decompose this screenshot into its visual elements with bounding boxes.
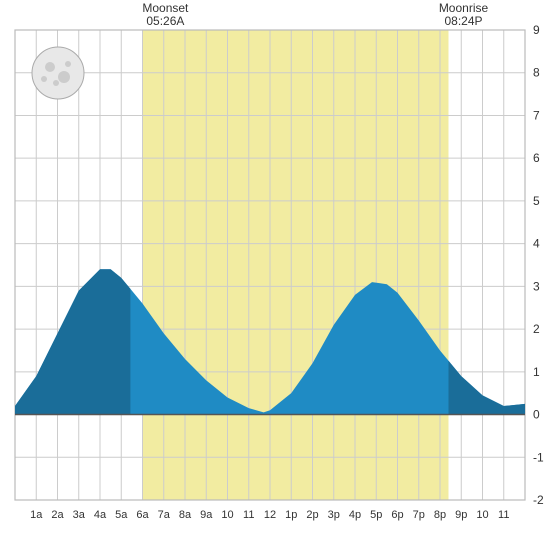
x-tick-label: 5a xyxy=(115,509,128,521)
x-tick-label: 5p xyxy=(370,509,382,521)
y-tick-label: 9 xyxy=(533,23,540,37)
x-tick-label: 11 xyxy=(498,509,509,521)
y-tick-label: 5 xyxy=(533,194,540,208)
y-tick-label: -2 xyxy=(533,493,544,507)
y-tick-label: 1 xyxy=(533,365,540,379)
x-tick-label: 11 xyxy=(243,509,254,521)
y-tick-label: 2 xyxy=(533,322,540,336)
moonrise-label: Moonrise xyxy=(439,1,489,15)
x-tick-label: 10 xyxy=(476,509,488,521)
x-tick-label: 8a xyxy=(179,509,192,521)
x-tick-label: 9p xyxy=(455,509,467,521)
x-tick-label: 6p xyxy=(391,509,403,521)
x-tick-label: 6a xyxy=(136,509,149,521)
daylight-band xyxy=(143,30,449,500)
x-tick-label: 1a xyxy=(30,509,43,521)
y-tick-label: 3 xyxy=(533,279,540,293)
x-tick-label: 8p xyxy=(434,509,446,521)
x-tick-label: 2p xyxy=(306,509,318,521)
x-tick-label: 12 xyxy=(264,509,276,521)
tide-shadow-left xyxy=(15,269,130,414)
chart-svg: -2-101234567891a2a3a4a5a6a7a8a9a1011121p… xyxy=(0,0,550,550)
y-tick-label: 4 xyxy=(533,237,540,251)
x-tick-label: 1p xyxy=(285,509,297,521)
y-tick-label: 8 xyxy=(533,66,540,80)
y-tick-label: 7 xyxy=(533,108,540,122)
x-tick-label: 9a xyxy=(200,509,213,521)
x-tick-label: 7p xyxy=(413,509,425,521)
moonset-label: Moonset xyxy=(142,1,189,15)
x-tick-label: 7a xyxy=(158,509,171,521)
x-tick-label: 4p xyxy=(349,509,361,521)
y-tick-label: 0 xyxy=(533,408,540,422)
x-tick-label: 10 xyxy=(221,509,233,521)
moonset-time: 05:26A xyxy=(146,14,184,28)
tide-shadow-right xyxy=(449,361,526,415)
y-tick-label: 6 xyxy=(533,151,540,165)
y-tick-label: -1 xyxy=(533,450,544,464)
x-tick-label: 2a xyxy=(51,509,64,521)
moon-icon xyxy=(32,47,84,99)
x-tick-label: 3a xyxy=(73,509,86,521)
x-tick-label: 4a xyxy=(94,509,107,521)
x-tick-label: 3p xyxy=(328,509,340,521)
tide-chart: { "chart": { "type": "area", "width": 55… xyxy=(0,0,550,550)
moonrise-time: 08:24P xyxy=(444,14,482,28)
